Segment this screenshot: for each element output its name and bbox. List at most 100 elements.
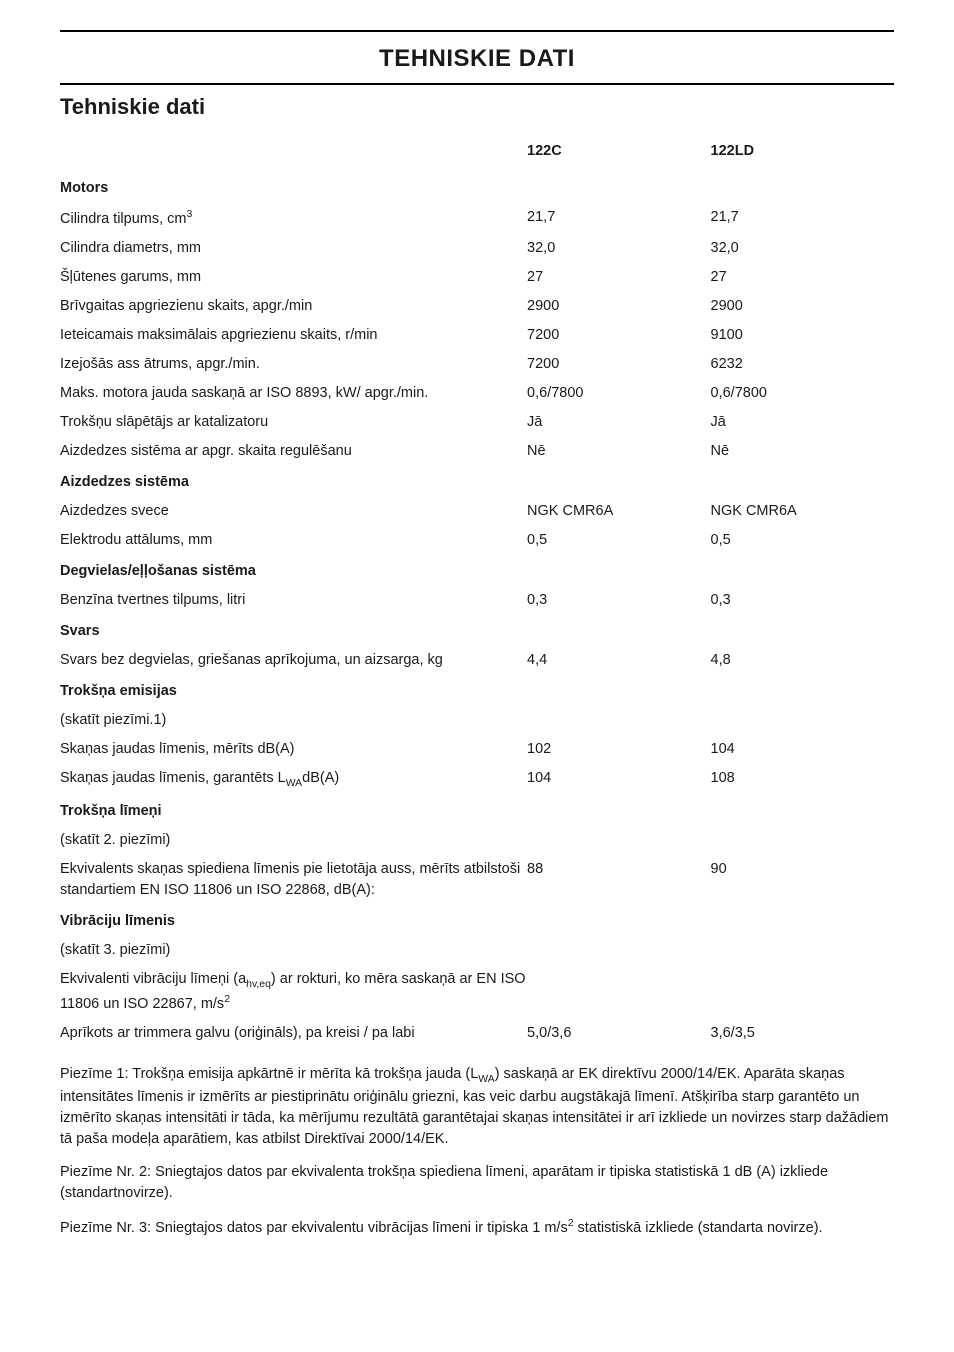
row-label: Elektrodu attālums, mm [60,526,527,555]
table-row: Elektrodu attālums, mm0,50,5 [60,526,894,555]
table-row: (skatīt 3. piezīmi) [60,936,894,965]
row-value-122c: Jā [527,408,710,437]
notes-block: Piezīme 1: Trokšņa emisija apkārtnē ir m… [60,1064,894,1239]
section-head: Vibrāciju līmenis [60,905,894,936]
row-value-122ld: Jā [711,408,894,437]
row-value-122c [527,936,710,965]
col-header-122c: 122C [527,137,710,172]
row-value-122ld: Nē [711,437,894,466]
row-label: (skatīt 2. piezīmi) [60,826,527,855]
row-value-122ld [711,706,894,735]
row-value-122ld: 4,8 [711,646,894,675]
section-head: Aizdedzes sistēma [60,466,894,497]
table-row: Maks. motora jauda saskaņā ar ISO 8893, … [60,379,894,408]
row-value-122ld: 21,7 [711,203,894,234]
table-row: Aprīkots ar trimmera galvu (oriģināls), … [60,1019,894,1048]
row-label: Skaņas jaudas līmenis, mērīts dB(A) [60,735,527,764]
row-value-122ld: 104 [711,735,894,764]
row-label: Aizdedzes sistēma ar apgr. skaita regulē… [60,437,527,466]
row-value-122c: 7200 [527,350,710,379]
row-label: Trokšņu slāpētājs ar katalizatoru [60,408,527,437]
section-head: Degvielas/eļļošanas sistēma [60,555,894,586]
row-value-122c: 88 [527,855,710,905]
row-label: Cilindra diametrs, mm [60,234,527,263]
row-value-122ld: 2900 [711,292,894,321]
spec-table: 122C 122LD MotorsCilindra tilpums, cm321… [60,137,894,1048]
section-head: Svars [60,615,894,646]
table-row: Brīvgaitas apgriezienu skaits, apgr./min… [60,292,894,321]
row-label: Aizdedzes svece [60,497,527,526]
row-value-122ld: NGK CMR6A [711,497,894,526]
section-title: Vibrāciju līmenis [60,905,894,936]
row-value-122c [527,706,710,735]
row-label: Brīvgaitas apgriezienu skaits, apgr./min [60,292,527,321]
row-value-122c: 102 [527,735,710,764]
row-value-122c: 0,6/7800 [527,379,710,408]
table-row: Cilindra tilpums, cm321,721,7 [60,203,894,234]
section-title: Degvielas/eļļošanas sistēma [60,555,894,586]
row-value-122c: 32,0 [527,234,710,263]
section-head: Motors [60,172,894,203]
row-label: (skatīt piezīmi.1) [60,706,527,735]
row-value-122ld: 0,5 [711,526,894,555]
row-value-122ld: 32,0 [711,234,894,263]
row-label: Maks. motora jauda saskaņā ar ISO 8893, … [60,379,527,408]
row-value-122c: 7200 [527,321,710,350]
row-label: Ekvivalenti vibrāciju līmeņi (ahv,eq) ar… [60,965,527,1019]
table-header-row: 122C 122LD [60,137,894,172]
row-value-122c: 0,5 [527,526,710,555]
table-row: Trokšņu slāpētājs ar katalizatoruJāJā [60,408,894,437]
row-value-122ld [711,965,894,1019]
row-value-122c: 21,7 [527,203,710,234]
row-value-122ld: 3,6/3,5 [711,1019,894,1048]
row-label: Cilindra tilpums, cm3 [60,203,527,234]
table-row: Svars bez degvielas, griešanas aprīkojum… [60,646,894,675]
row-value-122c: 4,4 [527,646,710,675]
table-row: (skatīt 2. piezīmi) [60,826,894,855]
row-label: (skatīt 3. piezīmi) [60,936,527,965]
mid-rule [60,83,894,85]
table-row: Skaņas jaudas līmenis, mērīts dB(A)10210… [60,735,894,764]
top-rule [60,30,894,32]
row-value-122ld [711,936,894,965]
table-row: Aizdedzes sveceNGK CMR6ANGK CMR6A [60,497,894,526]
row-value-122c: NGK CMR6A [527,497,710,526]
row-value-122c: 2900 [527,292,710,321]
row-value-122ld: 9100 [711,321,894,350]
row-label: Aprīkots ar trimmera galvu (oriģināls), … [60,1019,527,1048]
section-title: Trokšņa līmeņi [60,795,894,826]
row-value-122c: 0,3 [527,586,710,615]
page-main-title: TEHNISKIE DATI [60,40,894,83]
table-row: Aizdedzes sistēma ar apgr. skaita regulē… [60,437,894,466]
table-row: Izejošās ass ātrums, apgr./min.72006232 [60,350,894,379]
col-header-122ld: 122LD [711,137,894,172]
section-head: Trokšņa līmeņi [60,795,894,826]
row-value-122c: 5,0/3,6 [527,1019,710,1048]
row-label: Šļūtenes garums, mm [60,263,527,292]
row-value-122ld: 0,6/7800 [711,379,894,408]
section-title: Motors [60,172,894,203]
row-label: Ieteicamais maksimālais apgriezienu skai… [60,321,527,350]
note-1: Piezīme 1: Trokšņa emisija apkārtnē ir m… [60,1064,894,1150]
row-value-122c [527,826,710,855]
row-value-122c: 27 [527,263,710,292]
table-row: Ekvivalents skaņas spiediena līmenis pie… [60,855,894,905]
col-header-blank [60,137,527,172]
row-value-122ld: 0,3 [711,586,894,615]
section-title: Svars [60,615,894,646]
section-head: Trokšņa emisijas [60,675,894,706]
row-label: Ekvivalents skaņas spiediena līmenis pie… [60,855,527,905]
row-value-122c: 104 [527,764,710,795]
table-row: Ieteicamais maksimālais apgriezienu skai… [60,321,894,350]
row-value-122ld: 108 [711,764,894,795]
row-label: Izejošās ass ātrums, apgr./min. [60,350,527,379]
page-sub-title: Tehniskie dati [60,91,894,123]
section-title: Trokšņa emisijas [60,675,894,706]
table-row: Ekvivalenti vibrāciju līmeņi (ahv,eq) ar… [60,965,894,1019]
row-value-122c [527,965,710,1019]
row-value-122ld: 6232 [711,350,894,379]
row-label: Svars bez degvielas, griešanas aprīkojum… [60,646,527,675]
table-row: Benzīna tvertnes tilpums, litri0,30,3 [60,586,894,615]
note-3: Piezīme Nr. 3: Sniegtajos datos par ekvi… [60,1216,894,1239]
section-title: Aizdedzes sistēma [60,466,894,497]
